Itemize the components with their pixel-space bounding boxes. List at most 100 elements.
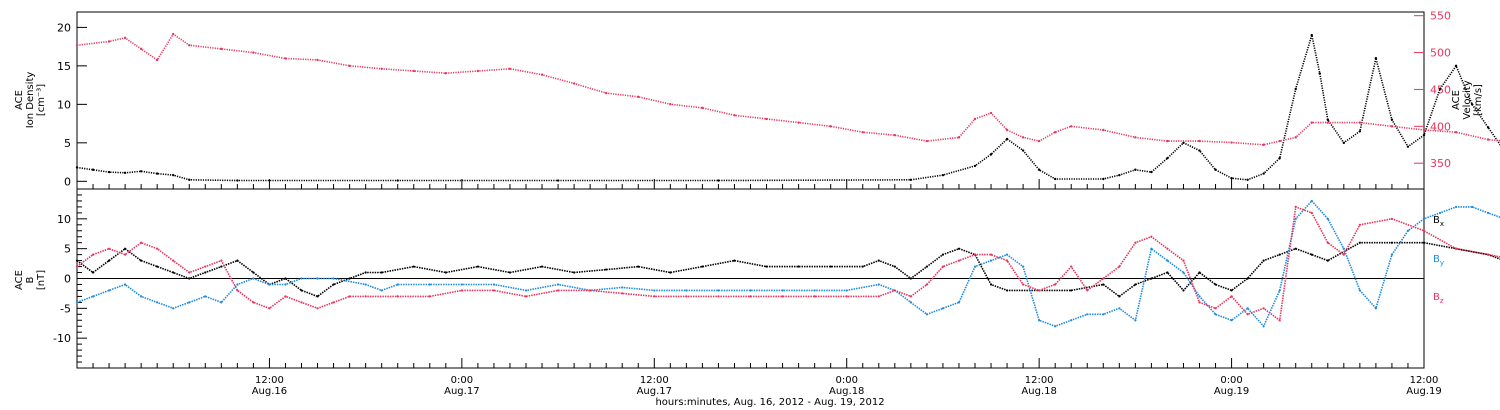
left-tick-label: 5 (64, 137, 71, 150)
velocity-point (829, 125, 832, 128)
bx-point (941, 253, 945, 256)
bz-point (236, 289, 239, 292)
bz-point (781, 295, 784, 298)
velocity-point (1198, 139, 1201, 143)
bz-point (1487, 253, 1490, 256)
ion-density-point (1021, 149, 1025, 152)
bx-point (348, 277, 351, 280)
bz-point (621, 292, 624, 295)
bz-point (140, 241, 143, 244)
velocity-point (476, 69, 480, 73)
bz-point (1005, 259, 1009, 262)
legend-bz: Bz (1433, 292, 1444, 305)
bz-point (107, 247, 111, 250)
by-point (428, 283, 431, 286)
ion-density-point (1438, 87, 1442, 91)
ion-density-point (1486, 126, 1490, 129)
velocity-point (989, 111, 993, 115)
ion-density-label-line: ACE (14, 90, 25, 110)
x-tick-date: Aug.18 (1021, 386, 1056, 397)
bz-point (300, 301, 303, 304)
by-point (188, 301, 191, 304)
velocity-point (957, 136, 961, 139)
bz-point (1390, 217, 1394, 220)
bx-point (1358, 241, 1361, 244)
x-tick-time: 0:00 (835, 375, 857, 386)
velocity-point (123, 36, 127, 40)
velocity-point (1037, 139, 1041, 143)
bx-point (412, 265, 415, 268)
by-point (75, 301, 79, 304)
by-point (925, 313, 928, 316)
by-point (1166, 259, 1169, 262)
ion-density-point (989, 153, 993, 156)
by-point (380, 289, 383, 292)
bz-point (653, 295, 656, 298)
by-point (1054, 325, 1057, 328)
x-tick-time: 0:00 (451, 375, 473, 386)
bz-point (1086, 289, 1089, 292)
by-point (460, 283, 463, 286)
velocity-point (508, 67, 512, 70)
by-point (1438, 211, 1442, 214)
by-point (1310, 199, 1313, 203)
by-point (1038, 319, 1041, 322)
bx-point (252, 271, 255, 274)
bz-point (75, 265, 79, 268)
by-point (156, 301, 159, 304)
by-point (621, 286, 624, 289)
ion-density-point (1374, 56, 1378, 60)
x-tick-date: Aug.16 (252, 386, 287, 397)
by-point (252, 277, 255, 280)
b-field-label-line: ACE (14, 270, 25, 290)
bx-point (540, 265, 544, 268)
bz-point (316, 307, 319, 310)
by-point (1358, 289, 1361, 292)
ion-density-point (1134, 168, 1137, 171)
bz-point (91, 253, 95, 256)
legend-bz-subscript: z (1440, 297, 1444, 305)
bz-point (268, 307, 271, 310)
by-point (1118, 307, 1121, 310)
bz-point (1342, 253, 1345, 256)
bx-point (172, 271, 175, 274)
by-point (556, 283, 560, 286)
bz-point (717, 295, 720, 298)
velocity-point (1310, 121, 1313, 124)
ion-density-point (139, 170, 143, 173)
velocity-label-line: Velocity (1462, 80, 1473, 119)
bz-point (1246, 313, 1249, 316)
by-point (1487, 211, 1490, 214)
bx-series (76, 241, 1500, 298)
velocity-point (733, 114, 736, 117)
bx-point (316, 295, 319, 298)
velocity-point (1358, 121, 1362, 124)
by-point (1278, 289, 1281, 292)
velocity-point (412, 69, 415, 73)
ion-density-point (1166, 157, 1169, 160)
x-tick-time: 12:00 (640, 375, 669, 386)
bx-point (861, 265, 864, 268)
ion-density-point (236, 179, 239, 182)
bz-point (124, 253, 127, 256)
by-point (877, 283, 880, 286)
velocity-point (252, 51, 255, 54)
bz-point (428, 295, 431, 298)
bx-point (669, 271, 672, 274)
ion-density-point (1214, 168, 1217, 171)
velocity-point (1278, 139, 1281, 143)
ion-density-point (1342, 141, 1346, 145)
ion-density-point (396, 179, 399, 182)
bx-point (1390, 241, 1394, 244)
by-point (989, 259, 993, 262)
ion-density-point (1182, 141, 1185, 145)
by-series (76, 199, 1500, 328)
by-point (1406, 229, 1410, 232)
ion-density-point (1390, 118, 1394, 121)
bx-point (91, 271, 95, 274)
bx-point (1070, 289, 1073, 292)
x-tick-date: Aug.18 (829, 386, 864, 397)
bx-point (797, 265, 800, 268)
top-frame (76, 11, 1425, 190)
by-point (1102, 313, 1105, 316)
